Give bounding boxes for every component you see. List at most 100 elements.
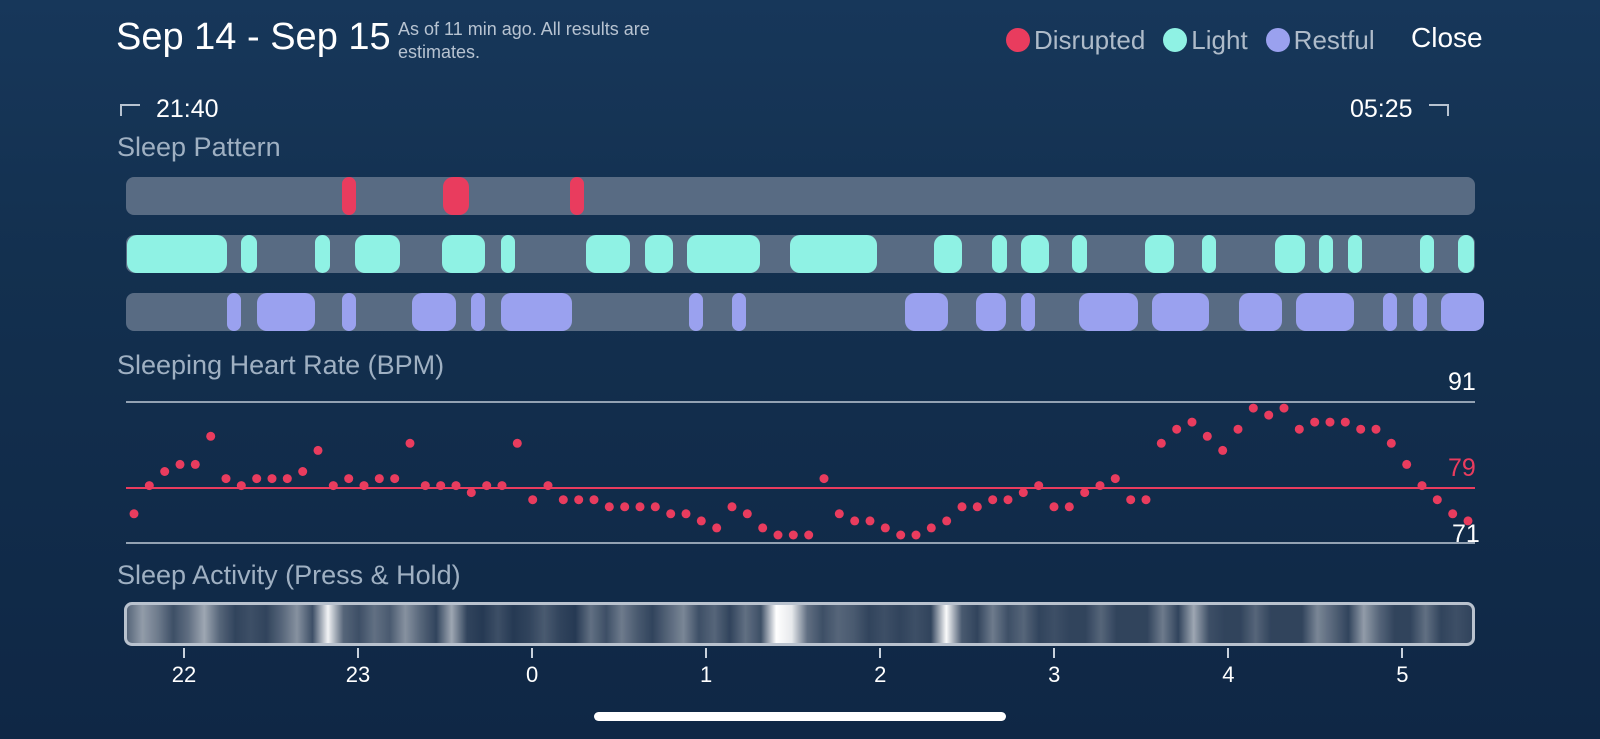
average-line (126, 487, 1475, 489)
heart-rate-point (466, 488, 476, 498)
heart-rate-point (1448, 509, 1458, 519)
heart-rate-point (957, 502, 967, 512)
axis-tick-mark (1053, 648, 1056, 658)
heart-rate-point (1202, 431, 1212, 441)
light-segment (991, 235, 1008, 273)
restful-segment (342, 293, 357, 331)
heart-rate-point (282, 474, 292, 484)
light-dot-icon (1163, 28, 1188, 52)
sleep-activity-bar[interactable] (124, 602, 1475, 646)
heart-rate-point (1248, 403, 1258, 413)
max-line (126, 401, 1475, 403)
legend-light-label: Light (1191, 24, 1248, 55)
heart-rate-point (727, 502, 737, 512)
heart-rate-point (1141, 495, 1151, 505)
heart-rate-point (712, 523, 722, 533)
heart-rate-point (1080, 488, 1090, 498)
restful-segment (1078, 293, 1138, 331)
end-time: 05:25 (1350, 95, 1449, 124)
restful-track (126, 293, 1485, 331)
heart-rate-point (175, 459, 185, 469)
heart-rate-point (1049, 502, 1059, 512)
legend-restful: Restful (1265, 25, 1375, 56)
restful-segment (471, 293, 486, 331)
sleep-pattern-title: Sleep Pattern (117, 132, 281, 162)
heart-rate-point (1402, 459, 1412, 469)
disrupted-segment (570, 177, 585, 215)
heart-rate-point (1172, 424, 1182, 434)
axis-tick-label: 22 (171, 662, 197, 687)
heart-rate-point (221, 474, 231, 484)
restful-segment (1440, 293, 1485, 331)
axis-tick-label: 1 (700, 662, 713, 687)
restful-segment (1151, 293, 1210, 331)
heart-rate-point (374, 474, 384, 484)
axis-tick-mark (705, 648, 708, 658)
heart-rate-point (359, 481, 369, 491)
close-button[interactable]: Close (1411, 22, 1483, 53)
light-segment (586, 235, 630, 273)
light-segment (314, 235, 331, 273)
heart-rate-point (988, 495, 998, 505)
restful-segment (227, 293, 242, 331)
legend: Disrupted Light Restful (1006, 22, 1375, 58)
heart-rate-point (666, 509, 676, 519)
end-time-label: 05:25 (1350, 95, 1413, 123)
light-segment (126, 235, 228, 273)
light-segment (1318, 235, 1333, 273)
heart-rate-point (206, 431, 216, 441)
heart-rate-point (1187, 417, 1197, 427)
heart-rate-point (543, 481, 553, 491)
restful-segment (411, 293, 456, 331)
disrupted-dot-icon (1006, 28, 1030, 52)
heart-rate-point (1095, 481, 1105, 491)
heart-rate-point (328, 481, 338, 491)
heart-rate-point (880, 523, 890, 533)
restful-segment (975, 293, 1006, 331)
light-segment (1275, 235, 1305, 273)
restful-segment (500, 293, 573, 331)
heart-rate-point (1356, 424, 1366, 434)
heart-rate-point (1018, 488, 1028, 498)
restful-segment (1021, 293, 1036, 331)
heart-rate-point (620, 502, 630, 512)
heart-rate-point (313, 445, 323, 455)
light-segment (687, 235, 761, 273)
light-segment (1419, 235, 1434, 273)
heart-rate-point (1294, 424, 1304, 434)
heart-rate-point (972, 502, 982, 512)
axis-tick-mark (357, 648, 360, 658)
left-bracket-icon (120, 103, 140, 116)
heart-rate-point (773, 530, 783, 540)
heart-rate-title: Sleeping Heart Rate (BPM) (117, 350, 445, 380)
restful-segment (257, 293, 315, 331)
heart-rate-point (1034, 481, 1044, 491)
heart-rate-point (819, 474, 829, 484)
heart-rate-point (604, 502, 614, 512)
heart-rate-point (1156, 438, 1166, 448)
axis-tick-mark (1401, 648, 1404, 658)
light-segment (1021, 235, 1050, 273)
restful-segment (1383, 293, 1398, 331)
heart-rate-point (742, 509, 752, 519)
heart-rate-point (298, 467, 308, 476)
heart-rate-point (650, 502, 660, 512)
light-segment (1144, 235, 1175, 273)
heart-rate-point (129, 509, 139, 519)
light-segment (1458, 235, 1474, 273)
heart-rate-point (1126, 495, 1136, 505)
heart-rate-point (942, 516, 952, 526)
heart-rate-point (1233, 424, 1243, 434)
home-indicator[interactable] (594, 712, 1006, 721)
heart-rate-point (420, 481, 430, 491)
light-segment (441, 235, 486, 273)
right-bracket-icon (1428, 103, 1449, 116)
heart-rate-point (911, 530, 921, 540)
light-segment (500, 235, 515, 273)
heart-rate-point (926, 523, 936, 533)
average-value: 79 (1448, 454, 1476, 482)
restful-segment (1412, 293, 1427, 331)
heart-rate-point (1110, 474, 1120, 484)
light-segment (645, 235, 674, 273)
